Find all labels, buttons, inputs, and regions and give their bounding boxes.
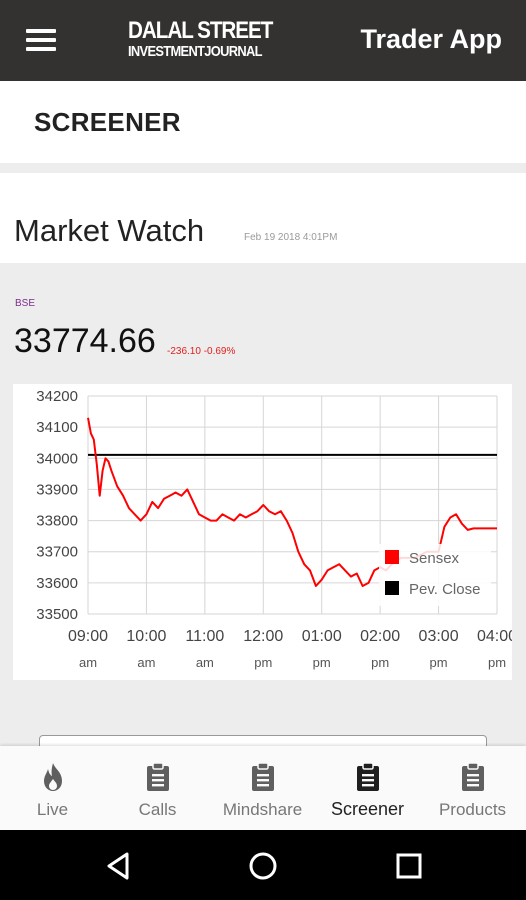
clipboard-icon xyxy=(461,762,484,791)
clipboard-icon xyxy=(356,762,379,791)
y-tick-label: 33900 xyxy=(36,481,78,498)
bottom-nav: Live Calls Mindshare Screener Produc xyxy=(0,746,526,830)
y-tick-label: 34200 xyxy=(36,388,78,405)
index-value: 33774.66 xyxy=(14,322,156,360)
market-watch-card: Market Watch Feb 19 2018 4:01PM xyxy=(0,173,526,263)
home-circle-icon[interactable] xyxy=(245,848,281,884)
screener-card: SCREENER xyxy=(0,81,526,163)
legend-swatch xyxy=(385,581,399,595)
nav-label-products: Products xyxy=(438,800,507,819)
x-tick-label: 01:00 xyxy=(302,628,342,645)
y-tick-label: 33500 xyxy=(36,606,78,623)
exchange-label: BSE xyxy=(15,298,36,309)
y-tick-label: 33800 xyxy=(36,513,78,530)
clipboard-icon xyxy=(146,762,169,791)
y-tick-label: 33600 xyxy=(36,575,78,592)
legend-swatch xyxy=(385,550,399,564)
y-tick-label: 34100 xyxy=(36,419,78,436)
chart-svg: 34200 34100 34000 33900 33800 33700 33600 33500… xyxy=(36,388,512,670)
x-tick-period: am xyxy=(137,655,155,670)
app-title: Trader App xyxy=(360,24,502,54)
x-tick-period: pm xyxy=(488,655,506,670)
index-change: -236.10 -0.69% xyxy=(167,346,236,357)
hamburger-menu-icon[interactable] xyxy=(26,29,56,51)
x-tick-label: 03:00 xyxy=(419,628,459,645)
logo-line1: DALAL STREET xyxy=(128,17,273,44)
x-tick-period: pm xyxy=(430,655,448,670)
recents-square-icon[interactable] xyxy=(391,848,427,884)
market-watch-title: Market Watch xyxy=(14,213,205,248)
back-triangle-icon[interactable] xyxy=(100,848,136,884)
logo-line2: INVESTMENTJOURNAL xyxy=(128,43,262,60)
market-watch-timestamp: Feb 19 2018 4:01PM xyxy=(244,232,338,243)
clipboard-icon xyxy=(251,762,274,791)
fire-icon xyxy=(43,763,62,791)
y-tick-label: 34000 xyxy=(36,450,78,467)
nav-label-calls: Calls xyxy=(138,800,177,819)
nav-mindshare[interactable]: Mindshare xyxy=(210,746,315,830)
logo: DALAL STREET INVESTMENTJOURNAL xyxy=(128,17,273,64)
x-tick-label: 09:00 xyxy=(68,628,108,645)
legend-label: Sensex xyxy=(409,550,460,567)
x-tick-label: 10:00 xyxy=(126,628,166,645)
x-tick-period: pm xyxy=(313,655,331,670)
x-tick-period: am xyxy=(79,655,97,670)
sensex-chart[interactable]: 34200 34100 34000 33900 33800 33700 33600 33500… xyxy=(13,384,512,680)
x-tick-label: 11:00 xyxy=(185,628,224,645)
quote-area: BSE 33774.66 -236.10 -0.69% 34200 34100 34… xyxy=(0,275,526,693)
x-tick-period: pm xyxy=(254,655,272,670)
x-tick-period: pm xyxy=(371,655,389,670)
x-tick-period: am xyxy=(196,655,214,670)
nav-live[interactable]: Live xyxy=(0,746,105,830)
x-tick-label: 04:00 xyxy=(477,628,512,645)
nav-products[interactable]: Products xyxy=(420,746,525,830)
x-tick-label: 12:00 xyxy=(243,628,283,645)
y-tick-label: 33700 xyxy=(36,544,78,561)
screener-title: SCREENER xyxy=(34,107,181,137)
nav-label-screener: Screener xyxy=(330,799,405,819)
nav-label-mindshare: Mindshare xyxy=(222,800,303,819)
nav-calls[interactable]: Calls xyxy=(105,746,210,830)
nav-label-live: Live xyxy=(36,800,69,819)
system-nav-bar xyxy=(0,830,526,900)
app-bar: DALAL STREET INVESTMENTJOURNAL Trader Ap… xyxy=(0,0,526,81)
nav-screener[interactable]: Screener xyxy=(315,746,420,830)
x-tick-label: 02:00 xyxy=(360,628,400,645)
legend-label: Pev. Close xyxy=(409,581,480,598)
